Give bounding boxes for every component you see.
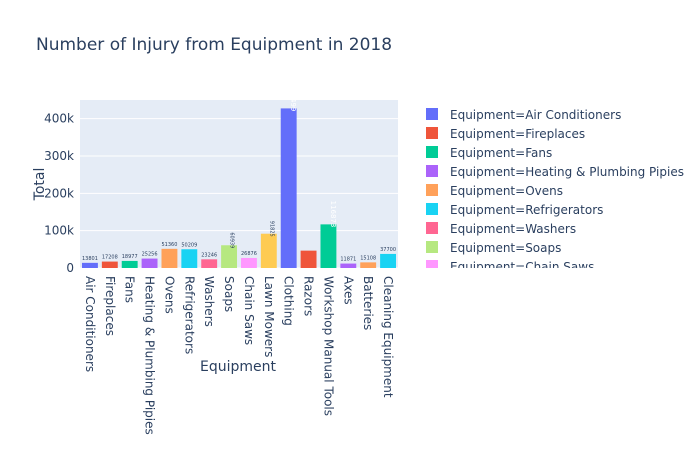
bar-value-label: 17208 bbox=[102, 255, 118, 261]
x-tick-label: Washers bbox=[202, 276, 216, 327]
bar-value-label: 26876 bbox=[241, 251, 257, 257]
y-tick-label: 100k bbox=[44, 224, 74, 238]
bar-value-label: 116873 bbox=[329, 201, 337, 228]
legend-swatch bbox=[426, 108, 438, 120]
bar[interactable] bbox=[181, 249, 198, 268]
bar[interactable] bbox=[201, 259, 218, 268]
bar-value-label: 37700 bbox=[380, 247, 396, 253]
plot-background bbox=[80, 100, 398, 268]
bars[interactable] bbox=[81, 108, 397, 268]
x-tick-label: Ovens bbox=[162, 276, 176, 314]
bar-value-label: 18977 bbox=[122, 254, 138, 260]
legend-swatch bbox=[426, 222, 438, 234]
x-tick-label: Batteries bbox=[361, 276, 375, 330]
x-tick-label: Axes bbox=[341, 276, 355, 305]
bar-value-label: 427499 bbox=[289, 85, 297, 112]
y-axis-ticks: 0 100k 200k 300k 400k bbox=[44, 112, 74, 275]
legend[interactable]: Equipment=Air Conditioners Equipment=Fire… bbox=[426, 108, 684, 274]
x-tick-label: Razors bbox=[302, 276, 316, 316]
bar[interactable] bbox=[260, 233, 277, 268]
bar[interactable] bbox=[121, 260, 138, 268]
legend-item-label[interactable]: Equipment=Washers bbox=[450, 222, 576, 236]
bar[interactable] bbox=[221, 245, 238, 268]
x-tick-label: Refrigerators bbox=[182, 276, 196, 354]
bar-value-label: 11871 bbox=[340, 257, 356, 263]
bar-value-label: 50209 bbox=[181, 242, 197, 248]
bar[interactable] bbox=[161, 248, 178, 268]
legend-swatch bbox=[426, 241, 438, 253]
bar-value-label: 60939 bbox=[229, 232, 235, 248]
x-tick-label: Clothing bbox=[282, 276, 296, 326]
y-tick-label: 300k bbox=[44, 149, 74, 163]
x-tick-label: Workshop Manual Tools bbox=[321, 276, 335, 416]
legend-swatch bbox=[426, 260, 438, 268]
legend-swatch bbox=[426, 127, 438, 139]
legend-item-label[interactable]: Equipment=Fans bbox=[450, 146, 552, 160]
x-tick-label: Fans bbox=[123, 276, 137, 303]
legend-swatch bbox=[426, 165, 438, 177]
legend-item-label[interactable]: Equipment=Chain Saws bbox=[450, 260, 594, 274]
x-tick-label: Cleaning Equipment bbox=[381, 276, 395, 398]
x-tick-label: Chain Saws bbox=[242, 276, 256, 345]
x-tick-label: Heating & Plumbing Pipies bbox=[143, 276, 157, 435]
bar[interactable] bbox=[340, 263, 357, 268]
bar-value-label: 23246 bbox=[201, 252, 217, 258]
bar[interactable] bbox=[380, 253, 397, 268]
x-tick-label: Air Conditioners bbox=[83, 276, 97, 372]
y-tick-label: 0 bbox=[66, 261, 74, 275]
bar[interactable] bbox=[81, 262, 98, 268]
chart-title: Number of Injury from Equipment in 2018 bbox=[36, 35, 392, 55]
bar-value-label: 15108 bbox=[360, 255, 376, 261]
legend-item-label[interactable]: Equipment=Fireplaces bbox=[450, 127, 585, 141]
x-axis-ticks: Air Conditioners Fireplaces Fans Heating & … bbox=[83, 276, 395, 435]
bar-value-label: 13801 bbox=[82, 256, 98, 262]
bar[interactable] bbox=[360, 262, 377, 268]
legend-item-label[interactable]: Equipment=Soaps bbox=[450, 241, 561, 255]
bar-value-label: 91825 bbox=[268, 221, 274, 237]
bar[interactable] bbox=[240, 257, 257, 268]
y-axis-title: Total bbox=[32, 168, 48, 202]
x-axis-title: Equipment bbox=[200, 359, 277, 375]
x-tick-label: Soaps bbox=[222, 276, 236, 312]
bar[interactable] bbox=[300, 250, 317, 268]
legend-item-label[interactable]: Equipment=Refrigerators bbox=[450, 203, 603, 217]
x-tick-label: Fireplaces bbox=[103, 276, 117, 336]
x-tick-label: Lawn Mowers bbox=[262, 276, 276, 357]
legend-item-label[interactable]: Equipment=Air Conditioners bbox=[450, 108, 621, 122]
legend-swatch bbox=[426, 146, 438, 158]
bar[interactable] bbox=[141, 258, 158, 268]
legend-swatch bbox=[426, 203, 438, 215]
y-tick-label: 400k bbox=[44, 112, 74, 126]
legend-item-label[interactable]: Equipment=Heating & Plumbing Pipies bbox=[450, 165, 684, 179]
bar[interactable] bbox=[101, 261, 118, 268]
y-tick-label: 200k bbox=[44, 186, 74, 200]
bar[interactable] bbox=[280, 108, 297, 268]
bar[interactable] bbox=[320, 224, 337, 268]
legend-item-label[interactable]: Equipment=Ovens bbox=[450, 184, 563, 198]
legend-swatch bbox=[426, 184, 438, 196]
bar-value-label: 51360 bbox=[161, 242, 177, 248]
bar-value-label: 25256 bbox=[142, 252, 158, 258]
